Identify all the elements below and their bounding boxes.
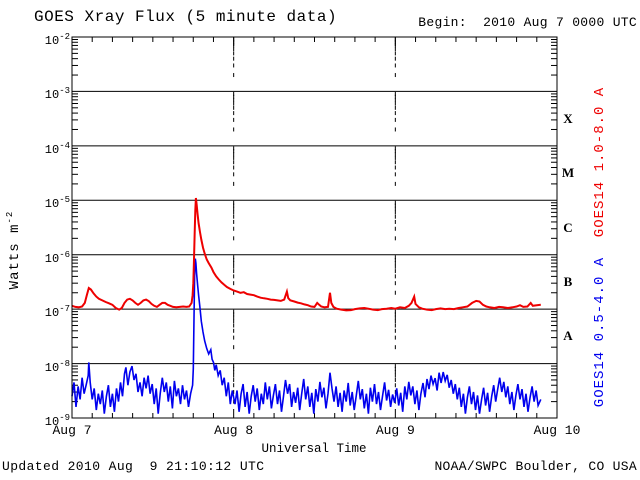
y-tick-label-1e-5: 10-5 [44,195,70,212]
x-axis-title: Universal Time [261,442,367,456]
begin-timestamp: Begin: 2010 Aug 7 0000 UTC [418,15,637,30]
x-tick-label-aug-10: Aug 10 [533,423,581,438]
flare-class-label-x: X [563,110,573,126]
legend-goes14-long-channel: GOES14 1.0-8.0 A [592,86,608,238]
updated-timestamp: Updated 2010 Aug 9 21:10:12 UTC [2,459,265,474]
flare-class-label-a: A [563,328,573,344]
legend-goes14-short-channel: GOES14 0.5-4.0 A [592,256,608,408]
y-tick-label-1e-3: 10-3 [44,86,70,103]
y-axis-title-exponent: -2 [5,210,16,224]
x-tick-label-aug-9: Aug 9 [375,423,415,438]
flare-class-label-b: B [563,273,573,289]
y-tick-label-1e-4: 10-4 [44,140,70,157]
chart-title: GOES Xray Flux (5 minute data) [34,8,338,26]
flare-class-label-m: M [561,165,575,181]
y-tick-label-1e-8: 10-8 [44,358,70,375]
x-tick-label-aug-8: Aug 8 [214,423,254,438]
y-tick-label-1e-7: 10-7 [44,304,70,321]
y-tick-label-1e-6: 10-6 [44,249,70,266]
y-tick-label-1e-9: 10-9 [44,413,70,429]
noaa-credit: NOAA/SWPC Boulder, CO USA [434,459,637,474]
flare-class-label-c: C [563,219,573,235]
y-tick-label-1e-2: 10-2 [44,32,70,48]
x-tick-label-aug-7: Aug 7 [52,423,92,438]
